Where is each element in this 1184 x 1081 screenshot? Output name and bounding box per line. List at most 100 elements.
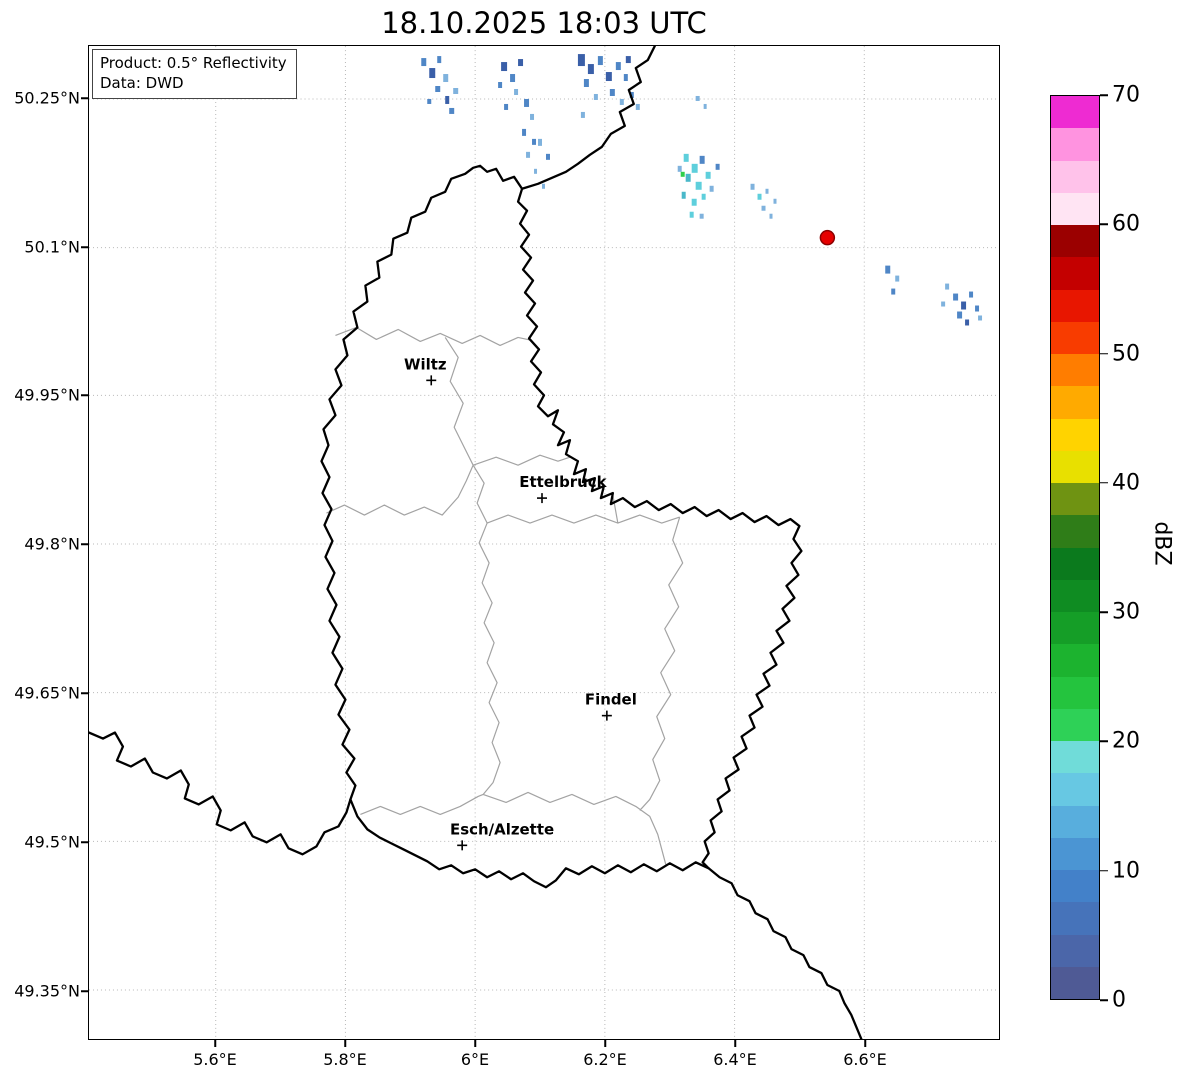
radar-echo-cell [709,185,714,192]
radar-echo-cell [587,64,594,75]
colorbar-segment [1051,418,1099,451]
colorbar-segment [1051,708,1099,741]
lon-tick-label: 6°E [460,1050,490,1069]
radar-echo-cell [514,88,519,95]
lon-tick-label: 5.6°E [193,1050,237,1069]
radar-echo-cell [695,95,700,101]
radar-echo-cell [532,138,537,145]
colorbar-segment [1051,934,1099,967]
radar-echo-cell [699,155,705,164]
lat-tick-mark [81,97,88,99]
radar-echo-cell [623,74,628,82]
lon-tick-mark [344,1040,346,1047]
colorbar-tick-mark [1100,611,1108,613]
lon-tick-label: 5.8°E [323,1050,367,1069]
radar-echo-cell [577,54,585,67]
lon-tick-mark [864,1040,866,1047]
lat-tick-label: 49.5°N [24,832,80,852]
colorbar-segment [1051,837,1099,870]
colorbar-segment [1051,225,1099,258]
colorbar-tick-label: 20 [1112,728,1140,754]
colorbar-segment [1051,579,1099,612]
radar-echo-cell [885,265,891,274]
radar-echo-cell [522,128,527,136]
lon-tick-mark [474,1040,476,1047]
colorbar-segment [1051,902,1099,935]
radar-echo-cell [769,213,773,219]
colorbar-segment [1051,354,1099,387]
radar-echo-cell [957,311,963,319]
canton-borders-path [326,326,684,865]
luxembourg-border-path [320,164,803,889]
colorbar-segment [1051,805,1099,838]
colorbar-segment [1051,644,1099,677]
colorbar-tick-mark [1100,482,1108,484]
colorbar-segment [1051,450,1099,483]
colorbar-tick-label: 60 [1112,211,1140,237]
city-layer: Wiltz Ettelbruck Findel Esch/Alzette [404,355,637,851]
radar-echo-cell [691,198,697,206]
data-source-line: Data: DWD [100,74,184,93]
radar-echo-cell [703,103,707,109]
colorbar-tick-label: 10 [1112,858,1140,884]
lat-tick-mark [81,990,88,992]
plot-title: 18.10.2025 18:03 UTC [381,6,707,40]
city-label: Esch/Alzette [450,820,554,838]
radar-echo-cell [605,72,612,82]
radar-echo-cell [542,183,545,189]
colorbar-tick-mark [1100,869,1108,872]
colorbar-segment [1051,966,1099,999]
colorbar-tick-mark [1100,352,1108,355]
colorbar-segment [1051,612,1099,645]
colorbar-tick-mark [1100,94,1108,96]
colorbar-tick-label: 70 [1112,82,1140,108]
radar-echo-cell [757,193,762,200]
colorbar-segment [1051,870,1099,903]
lat-tick-mark [81,841,88,843]
colorbar-tick-mark [1100,999,1108,1001]
radar-echo-cell [891,288,896,295]
radar-echo-cell [615,62,621,71]
lat-tick-label: 49.65°N [14,683,80,703]
lat-tick-mark [81,543,88,545]
border-layer [89,46,863,1039]
colorbar [1050,95,1100,1000]
colorbar-segment [1051,386,1099,419]
radar-echo-cell [597,56,603,66]
radar-echo-cell [677,165,682,172]
lon-tick-label: 6.4°E [713,1050,757,1069]
colorbar-segment [1051,128,1099,161]
radar-echo-cell [443,74,449,83]
lat-tick-mark [81,394,88,396]
product-info-line: Product: 0.5° Reflectivity [100,54,287,72]
radar-echo-cell [427,98,432,104]
colorbar-segment [1051,773,1099,806]
lat-tick-label: 50.1°N [24,237,80,257]
lat-tick-mark [81,692,88,694]
lat-tick-label: 50.25°N [14,88,80,108]
radar-echo-cell [524,98,530,107]
radar-echo-cell [750,183,755,190]
radar-echo-cell [969,291,974,298]
radar-echo-cell [941,301,946,307]
radar-echo-cell [538,138,543,146]
lon-tick-label: 6.6°E [843,1050,887,1069]
radar-echo-cell [526,151,531,158]
map-canvas: Wiltz Ettelbruck Findel Esch/Alzette [89,46,999,1039]
radar-echo-cell [689,211,694,218]
radar-echo-cell [699,213,704,219]
city-label: Ettelbruck [519,473,607,491]
radar-echo-cell [498,82,503,88]
product-info-box: Product: 0.5° Reflectivity Data: DWD [92,49,297,99]
colorbar-segment [1051,96,1099,129]
radar-echo-cell [705,171,711,179]
colorbar-tick-label: 40 [1112,470,1140,496]
radar-echo-cell [504,103,509,110]
colorbar-segment [1051,160,1099,193]
colorbar-tick-mark [1100,223,1108,226]
radar-echo-cell [635,103,640,110]
radar-echo-cell [435,86,441,92]
radar-echo-cell [945,283,950,290]
lon-tick-mark [604,1040,606,1047]
radar-echo-cell [453,87,459,94]
